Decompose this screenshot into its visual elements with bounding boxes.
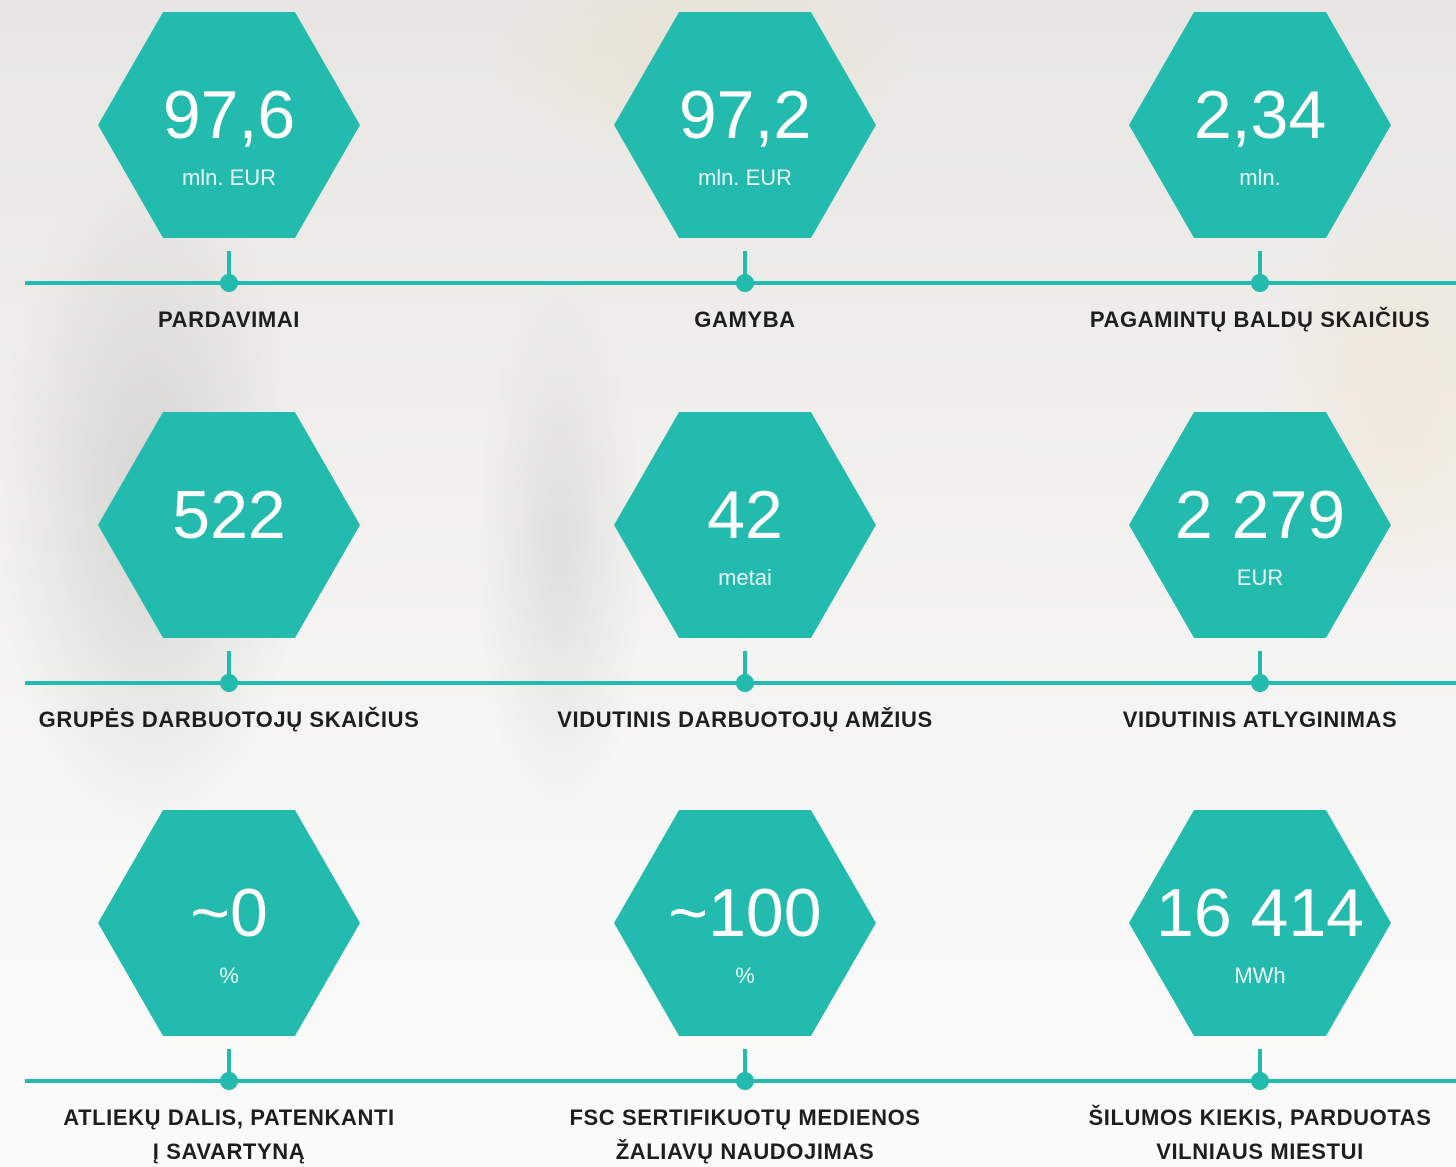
stat-unit: EUR (1237, 565, 1283, 590)
stat-unit: mln. EUR (182, 165, 276, 190)
stat-label: PARDAVIMAI (158, 307, 300, 332)
stat-label: Į SAVARTYNĄ (153, 1139, 305, 1164)
stat-label: PAGAMINTŲ BALDŲ SKAIČIUS (1090, 307, 1430, 332)
stat-value: 16 414 (1156, 875, 1364, 951)
stat-label: ŽALIAVŲ NAUDOJIMAS (616, 1139, 875, 1164)
dot (736, 274, 754, 292)
stat-label: ATLIEKŲ DALIS, PATENKANTI (63, 1105, 395, 1130)
stat-label: GRUPĖS DARBUOTOJŲ SKAIČIUS (39, 707, 420, 732)
dot (220, 674, 238, 692)
stat-unit: mln. (1239, 165, 1281, 190)
stat-value: ~100 (668, 875, 821, 951)
infographic: 97,6 mln. EUR PARDAVIMAI 97,2 mln. EUR GAMYBA… (0, 0, 1456, 1167)
stat-unit: % (219, 963, 239, 988)
stat-label: FSC SERTIFIKUOTŲ MEDIENOS (569, 1105, 920, 1130)
dot (736, 1072, 754, 1090)
stat-value: 2 279 (1175, 477, 1345, 553)
stat-value: 97,6 (163, 77, 295, 153)
dot (1251, 274, 1269, 292)
stat-unit: % (735, 963, 755, 988)
dot (220, 1072, 238, 1090)
stat-unit: MWh (1234, 963, 1285, 988)
stat-label: GAMYBA (694, 307, 795, 332)
dot (220, 274, 238, 292)
page: 97,6 mln. EUR PARDAVIMAI 97,2 mln. EUR GAMYBA… (0, 0, 1456, 1167)
stat-label: VIDUTINIS DARBUOTOJŲ AMŽIUS (557, 707, 933, 732)
stat-label: ŠILUMOS KIEKIS, PARDUOTAS (1089, 1105, 1432, 1130)
stat-unit: mln. EUR (698, 165, 792, 190)
stat-label: VIDUTINIS ATLYGINIMAS (1123, 707, 1398, 732)
dot (1251, 674, 1269, 692)
dot (1251, 1072, 1269, 1090)
stat-value: ~0 (190, 875, 268, 951)
stat-value: 42 (707, 477, 783, 553)
stat-unit: metai (718, 565, 772, 590)
stat-label: VILNIAUS MIESTUI (1156, 1139, 1364, 1164)
stat-value: 97,2 (679, 77, 811, 153)
dot (736, 674, 754, 692)
stat-value: 522 (172, 477, 285, 553)
stat-value: 2,34 (1194, 77, 1326, 153)
